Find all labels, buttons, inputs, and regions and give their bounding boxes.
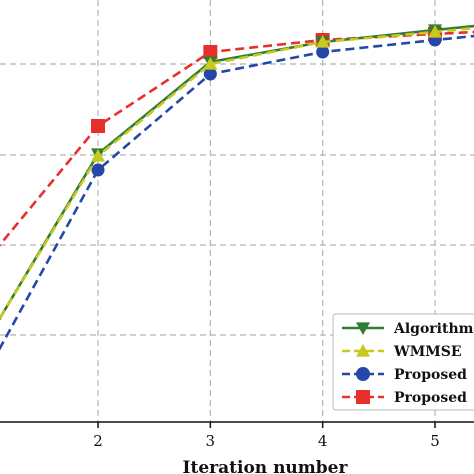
legend-label: Proposed <box>394 367 467 383</box>
data-point-circle <box>203 67 217 81</box>
data-point-square <box>356 390 370 404</box>
legend-box <box>332 313 474 411</box>
x-axis-title: Iteration number <box>183 458 349 474</box>
legend-label: WMMSE <box>393 344 462 360</box>
legend-label: Proposed <box>394 390 467 406</box>
series-triangle-down <box>0 24 474 321</box>
data-point-square <box>203 45 218 59</box>
series-triangle-up <box>0 25 474 321</box>
series-square <box>0 27 474 247</box>
data-point-triangle-up <box>428 25 442 38</box>
data-point-square <box>91 119 105 133</box>
series-layer <box>0 24 474 351</box>
data-point-triangle-up <box>203 57 218 70</box>
legend: Algorithm WMMSE Proposed Proposed <box>332 313 474 411</box>
data-point-triangle-up <box>91 149 105 162</box>
data-point-triangle-up <box>356 344 370 357</box>
series-circle <box>0 33 474 351</box>
x-tick-label: 4 <box>318 432 328 450</box>
series-line <box>0 34 474 351</box>
data-point-circle <box>91 163 105 177</box>
x-ticks: 2 3 4 5 <box>93 422 440 450</box>
legend-label: Algorithm <box>393 321 474 337</box>
data-point-circle <box>356 367 370 381</box>
x-tick-label: 2 <box>93 432 103 450</box>
series-line <box>0 26 474 321</box>
series-line <box>0 24 474 321</box>
x-tick-label: 3 <box>206 432 216 450</box>
data-point-triangle-down <box>356 322 370 335</box>
data-point-circle <box>316 45 330 59</box>
series-line <box>0 30 474 247</box>
x-tick-label: 5 <box>430 432 440 450</box>
data-point-triangle-up <box>315 35 330 48</box>
